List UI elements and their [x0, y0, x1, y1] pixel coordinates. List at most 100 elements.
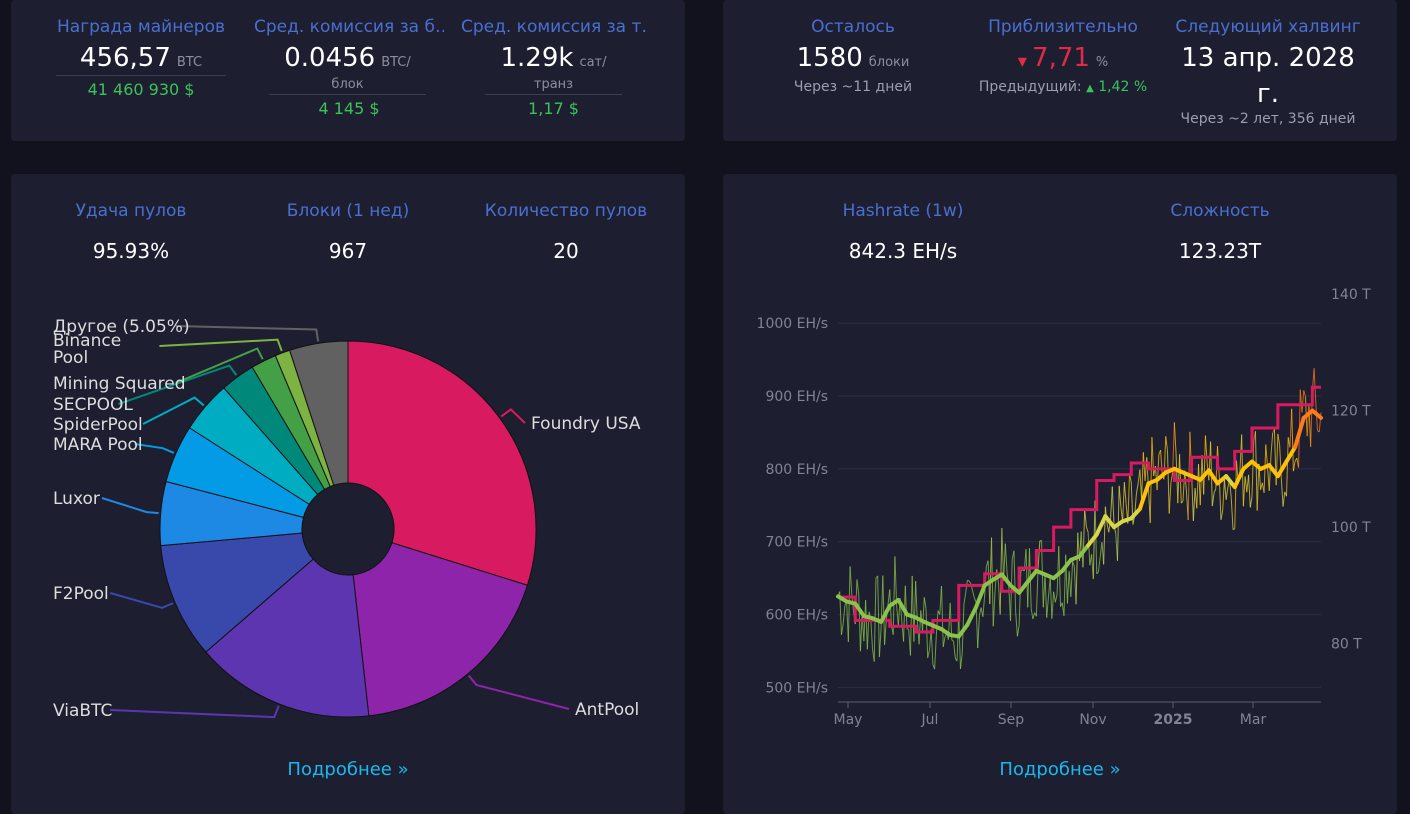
hashrate-raw-segment: [1161, 450, 1163, 475]
x-tick-label: Nov: [1079, 712, 1106, 728]
hashrate-raw-segment: [1224, 479, 1226, 500]
y-right-tick-label: 140 T: [1331, 287, 1371, 303]
hashrate-raw-segment: [1142, 452, 1144, 499]
hashrate-raw-segment: [1266, 445, 1268, 467]
y-left-tick-label: 1000 EH/s: [757, 316, 828, 332]
hashrate-raw-segment: [1180, 454, 1182, 503]
hashrate-raw-segment: [964, 593, 966, 604]
hashrate-raw-segment: [1235, 461, 1237, 529]
difficulty-adjustment-card: Осталось 1580 блоки Через ~11 дней Прибли…: [723, 0, 1397, 141]
hashrate-raw-segment: [1283, 492, 1285, 507]
hashrate-raw-segment: [1123, 482, 1125, 521]
hashrate-raw-segment: [905, 586, 907, 629]
hashrate-raw-segment: [879, 627, 881, 657]
halving-sub: Через ~2 лет, 356 дней: [1173, 111, 1363, 127]
remaining-sub: Через ~11 дней: [773, 79, 933, 95]
hashrate-raw-segment: [916, 581, 918, 621]
y-right-tick-label: 120 T: [1331, 404, 1371, 420]
hashrate-raw-segment: [1017, 625, 1019, 636]
hashrate-raw-segment: [1085, 509, 1087, 527]
hashrate-raw-segment: [895, 556, 897, 606]
hashrate-raw-segment: [1067, 571, 1069, 603]
hashrate-raw-segment: [1292, 409, 1294, 471]
x-tick-label: May: [834, 712, 863, 728]
hashrate-smoothed-segment: [1097, 516, 1106, 534]
hashrate-raw-segment: [924, 597, 926, 608]
pie-label-secpool: SECPOOL: [53, 395, 133, 415]
y-left-tick-label: 500 EH/s: [765, 680, 828, 696]
pie-connector-foundry-usa: [501, 409, 525, 423]
hashrate-raw-segment: [1071, 561, 1073, 597]
hashrate-raw-segment: [1193, 488, 1195, 521]
hashrate-raw-segment: [1005, 544, 1007, 573]
hashrate-raw-segment: [1250, 497, 1252, 507]
pie-label-mining-squared: Mining Squared: [53, 374, 186, 394]
pie-label-spiderpool: SpiderPool: [53, 415, 143, 435]
pie-slice-foundry-usa[interactable]: [348, 341, 536, 585]
hashrate-raw-segment: [857, 579, 859, 593]
hashrate-raw-segment: [1314, 368, 1316, 403]
hashrate-raw-segment: [878, 576, 880, 657]
pie-label-foundry-usa: Foundry USA: [531, 414, 641, 434]
remaining-unit: блоки: [869, 55, 910, 70]
y-right-tick-label: 80 T: [1331, 637, 1362, 653]
hashrate-raw-segment: [952, 640, 954, 641]
pie-connector-viabtc: [110, 706, 278, 717]
hashrate-raw-segment: [1088, 532, 1090, 565]
hashrate-raw-segment: [1112, 486, 1114, 524]
hashrate-raw-segment: [1045, 575, 1047, 618]
pie-label-f2pool: F2Pool: [53, 584, 109, 604]
estimate-unit: %: [1096, 55, 1108, 70]
pools-more-link[interactable]: Подробнее »: [248, 759, 448, 780]
hashrate-raw-segment: [1136, 484, 1138, 494]
hashrate-raw-segment: [974, 597, 976, 602]
fee-block-value: 0.0456: [284, 43, 375, 73]
hashrate-raw-segment: [993, 592, 995, 626]
hashrate-raw-segment: [1174, 422, 1176, 454]
remaining-label: Осталось: [773, 17, 933, 37]
fee-block-usd: 4 145 $: [254, 99, 444, 118]
y-right-tick-label: 100 T: [1331, 520, 1371, 536]
hashrate-raw-segment: [1281, 479, 1283, 507]
pie-connector-antpool: [469, 676, 569, 709]
hashrate-raw-segment: [1050, 578, 1052, 619]
reward-value: 456,57: [80, 43, 171, 73]
hashrate-raw-segment: [1300, 390, 1302, 413]
hashrate-more-link[interactable]: Подробнее »: [960, 759, 1160, 780]
halving-date: 13 апр. 2028: [1173, 43, 1363, 73]
previous-label: Предыдущий:: [979, 79, 1082, 95]
hashrate-raw-segment: [1086, 527, 1088, 532]
hashrate-smoothed-segment: [976, 585, 985, 607]
hashrate-raw-segment: [893, 556, 895, 634]
hashrate-raw-segment: [850, 566, 852, 594]
hashrate-raw-segment: [1205, 435, 1207, 462]
remaining-stat: Осталось 1580 блоки Через ~11 дней: [773, 17, 933, 95]
remaining-value: 1580: [797, 43, 863, 73]
hashrate-raw-segment: [1243, 476, 1245, 506]
hashrate-raw-segment: [1157, 455, 1159, 490]
hashrate-raw-segment: [1166, 436, 1168, 450]
hashrate-raw-segment: [871, 619, 873, 649]
pool-share-pie-chart: Foundry USAAntPoolViaBTCF2PoolLuxorMARA …: [11, 174, 685, 754]
hashrate-raw-segment: [969, 581, 971, 584]
hashrate-raw-segment: [1119, 486, 1121, 507]
hashrate-raw-segment: [935, 635, 937, 669]
difficulty-line: [838, 387, 1321, 632]
estimate-label: Приблизительно: [963, 17, 1163, 37]
hashrate-raw-segment: [1204, 435, 1206, 494]
hashrate-raw-segment: [1076, 533, 1078, 605]
x-tick-label: Sep: [998, 712, 1025, 728]
pie-label-luxor: Luxor: [53, 489, 100, 509]
hashrate-raw-segment: [1036, 568, 1038, 616]
hashrate-smoothed-segment: [1312, 411, 1321, 418]
hashrate-raw-segment: [1249, 475, 1251, 507]
hashrate-raw-segment: [1178, 454, 1180, 503]
reward-unit: BTC: [177, 55, 202, 70]
hashrate-raw-segment: [1171, 473, 1173, 483]
hashrate-raw-segment: [1173, 422, 1175, 472]
estimate-stat: Приблизительно ▼ 7,71% Предыдущий: ▲ 1,4…: [963, 17, 1163, 95]
